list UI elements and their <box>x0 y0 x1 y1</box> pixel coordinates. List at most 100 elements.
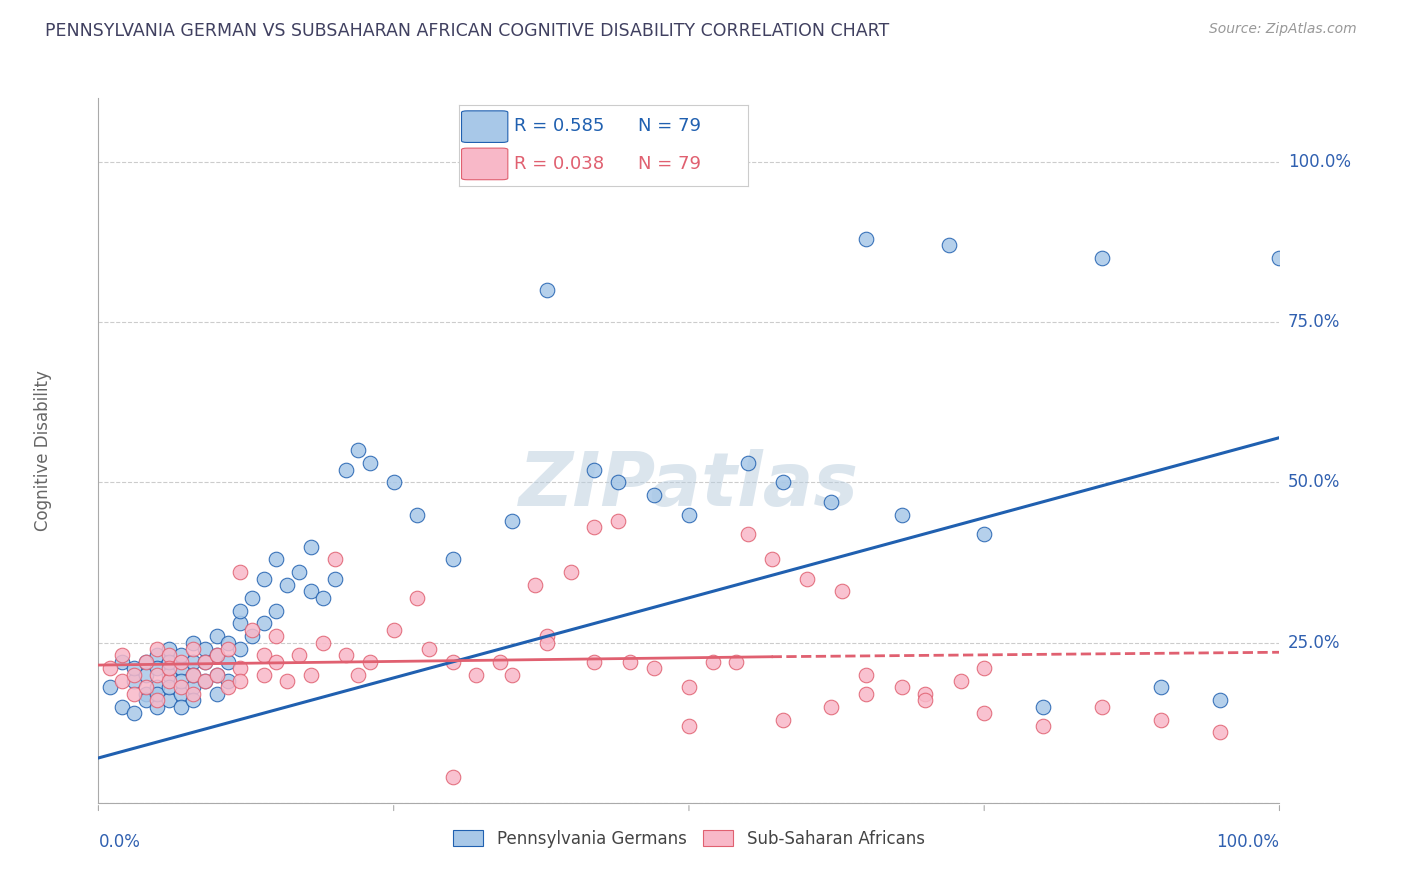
Point <box>619 655 641 669</box>
Point <box>122 706 145 720</box>
Point <box>170 699 193 714</box>
Point <box>831 584 853 599</box>
Point <box>146 693 169 707</box>
Text: PENNSYLVANIA GERMAN VS SUBSAHARAN AFRICAN COGNITIVE DISABILITY CORRELATION CHART: PENNSYLVANIA GERMAN VS SUBSAHARAN AFRICA… <box>45 22 889 40</box>
Point <box>111 699 134 714</box>
Point <box>1032 719 1054 733</box>
Point <box>264 604 287 618</box>
Point <box>240 591 263 605</box>
Point <box>229 604 252 618</box>
Point <box>157 661 180 675</box>
Point <box>761 552 783 566</box>
Point <box>181 693 204 707</box>
Point <box>253 616 276 631</box>
Text: 100.0%: 100.0% <box>1216 833 1279 851</box>
Point <box>146 661 169 675</box>
Point <box>489 655 512 669</box>
Point <box>973 661 995 675</box>
Point <box>501 514 523 528</box>
Text: 75.0%: 75.0% <box>1288 313 1340 331</box>
Point <box>229 642 252 657</box>
Point <box>205 648 228 663</box>
Point <box>406 508 429 522</box>
Point <box>157 667 180 681</box>
Point <box>264 552 287 566</box>
Point <box>938 238 960 252</box>
Point <box>312 591 335 605</box>
Point <box>98 681 121 695</box>
Point <box>181 681 204 695</box>
Point <box>205 648 228 663</box>
Point <box>607 475 630 490</box>
Point <box>217 635 239 649</box>
Text: 100.0%: 100.0% <box>1288 153 1351 171</box>
Point <box>737 526 759 541</box>
Point <box>890 681 912 695</box>
Point <box>1268 252 1291 266</box>
Point <box>855 232 877 246</box>
Point <box>855 687 877 701</box>
Point <box>122 674 145 689</box>
Point <box>276 674 298 689</box>
Point <box>181 687 204 701</box>
Point <box>1209 725 1232 739</box>
Point <box>359 456 381 470</box>
Point <box>135 681 157 695</box>
Point <box>678 681 700 695</box>
Point <box>170 687 193 701</box>
Point <box>229 661 252 675</box>
Point <box>217 681 239 695</box>
Point <box>111 648 134 663</box>
Point <box>170 661 193 675</box>
Text: ZIPatlas: ZIPatlas <box>519 450 859 522</box>
Point <box>536 283 558 297</box>
Point <box>194 655 217 669</box>
Point <box>157 674 180 689</box>
Point <box>181 642 204 657</box>
Point <box>157 655 180 669</box>
Point <box>217 655 239 669</box>
Point <box>973 706 995 720</box>
Point <box>406 591 429 605</box>
Point <box>772 475 794 490</box>
Point <box>1032 699 1054 714</box>
Point <box>299 584 322 599</box>
Point <box>135 687 157 701</box>
Point <box>678 508 700 522</box>
Point <box>181 635 204 649</box>
Point <box>335 463 357 477</box>
Point <box>890 508 912 522</box>
Point <box>914 693 936 707</box>
Text: 25.0%: 25.0% <box>1288 633 1340 652</box>
Point <box>98 661 121 675</box>
Point <box>205 667 228 681</box>
Point <box>205 629 228 643</box>
Point <box>643 488 665 502</box>
Point <box>170 655 193 669</box>
Point <box>253 572 276 586</box>
Point <box>146 648 169 663</box>
Point <box>135 667 157 681</box>
Point <box>359 655 381 669</box>
Point <box>643 661 665 675</box>
Point <box>382 623 405 637</box>
Point <box>820 699 842 714</box>
Point <box>240 623 263 637</box>
Point <box>583 655 606 669</box>
Point <box>772 713 794 727</box>
Point <box>229 616 252 631</box>
Point <box>465 667 488 681</box>
Point <box>1150 681 1173 695</box>
Point <box>122 687 145 701</box>
Point <box>347 443 370 458</box>
Point <box>299 540 322 554</box>
Point <box>288 648 311 663</box>
Point <box>135 693 157 707</box>
Point <box>194 655 217 669</box>
Point <box>157 681 180 695</box>
Point <box>264 629 287 643</box>
Point <box>973 526 995 541</box>
Point <box>229 565 252 579</box>
Point <box>253 667 276 681</box>
Point <box>111 655 134 669</box>
